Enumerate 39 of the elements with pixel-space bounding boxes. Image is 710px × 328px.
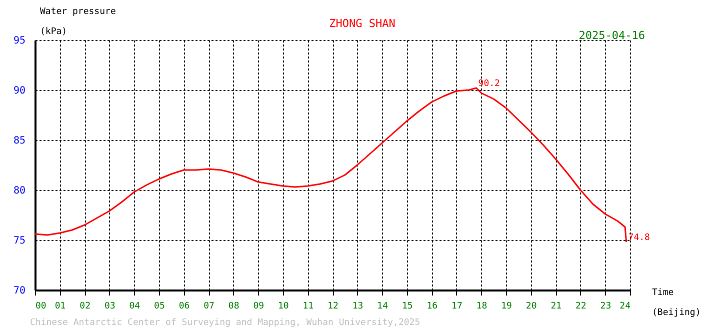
chart-title: ZHONG SHAN <box>329 17 396 30</box>
line-series <box>34 87 628 243</box>
x-tick-label: 00 <box>36 302 46 312</box>
x-tick-label: 05 <box>154 302 165 312</box>
x-tick-label: 06 <box>178 302 190 312</box>
x-tick-label: 04 <box>129 302 140 312</box>
annotation: 74.8 <box>628 233 650 243</box>
chart-subtitle: 2025-04-16 <box>578 29 645 42</box>
y-tick-label: 90 <box>13 86 26 96</box>
x-tick-label: 19 <box>501 302 512 312</box>
y-tick-label: 85 <box>13 136 26 146</box>
y-tick-label: 95 <box>13 36 26 46</box>
x-tick-label: 14 <box>377 302 388 312</box>
x-tick-label: 16 <box>426 302 438 312</box>
x-tick-label: 13 <box>352 302 364 312</box>
x-tick-label: 20 <box>526 302 537 312</box>
x-tick-label: 11 <box>302 302 314 312</box>
x-tick-label: 01 <box>54 302 66 312</box>
y-tick-label: 80 <box>13 186 26 196</box>
y-tick-label: 70 <box>13 286 26 296</box>
x-tick-label: 02 <box>80 302 91 312</box>
x-tick-label: 24 <box>620 302 630 312</box>
x-tick-label: 18 <box>476 302 488 312</box>
x-tick-label: 10 <box>278 302 289 312</box>
annotation: 90.2 <box>478 79 500 89</box>
x-tick-label: 08 <box>228 302 240 312</box>
x-tick-label: 15 <box>402 302 413 312</box>
x-tick-label: 09 <box>253 302 264 312</box>
y-axis-title: Water pressure (kPa) <box>40 7 116 37</box>
x-tick-label: 23 <box>600 302 612 312</box>
x-tick-label: 03 <box>104 302 116 312</box>
x-tick-label: 07 <box>204 302 214 312</box>
x-tick-label: 17 <box>452 302 462 312</box>
x-axis-title: Time (Beijing) <box>652 288 701 318</box>
x-tick-label: 12 <box>328 302 338 312</box>
x-tick-label: 22 <box>575 302 586 312</box>
y-tick-label: 75 <box>13 236 26 246</box>
text: Chinese Antarctic Center of Surveying and Mapping, Wuhan University,2025 <box>30 318 420 328</box>
x-tick-label: 21 <box>550 302 562 312</box>
